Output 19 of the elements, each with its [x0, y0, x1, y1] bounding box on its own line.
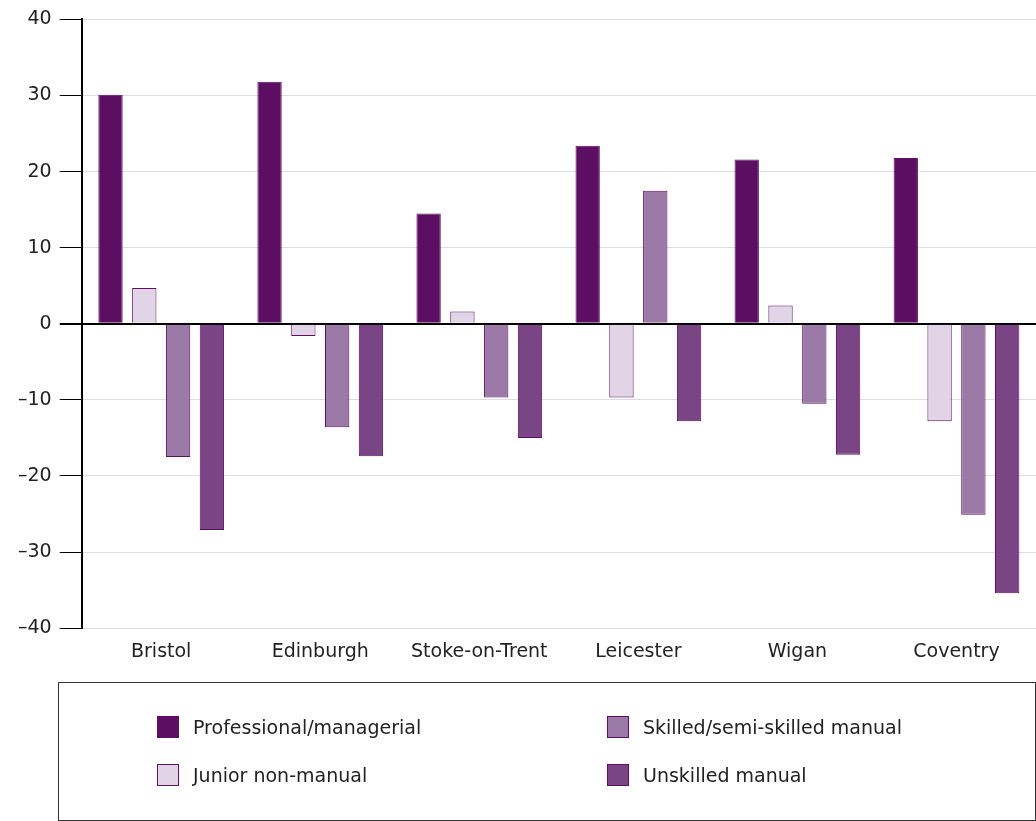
- y-tick-label: –10: [17, 386, 52, 409]
- y-tick-label: –40: [17, 615, 52, 638]
- legend-label: Skilled/semi-skilled manual: [643, 716, 902, 738]
- x-tick-label: Bristol: [131, 638, 192, 661]
- y-tick-label: 30: [27, 82, 52, 105]
- y-tick-label: 0: [39, 310, 52, 333]
- y-tick-label: –30: [17, 539, 52, 562]
- y-tick-label: –20: [17, 462, 52, 485]
- x-tick-label: Edinburgh: [271, 638, 369, 661]
- x-tick-label: Leicester: [595, 638, 682, 661]
- y-tick-label: 40: [27, 6, 52, 29]
- y-tick-label: 10: [27, 234, 52, 257]
- x-tick-label: Stoke-on-Trent: [411, 638, 548, 661]
- legend-label: Professional/managerial: [193, 716, 422, 738]
- x-tick-label: Coventry: [913, 638, 1000, 661]
- legend-label: Junior non-manual: [193, 764, 368, 786]
- legend-label: Unskilled manual: [643, 764, 807, 786]
- y-tick-label: 20: [27, 158, 52, 181]
- x-tick-label: Wigan: [767, 638, 828, 661]
